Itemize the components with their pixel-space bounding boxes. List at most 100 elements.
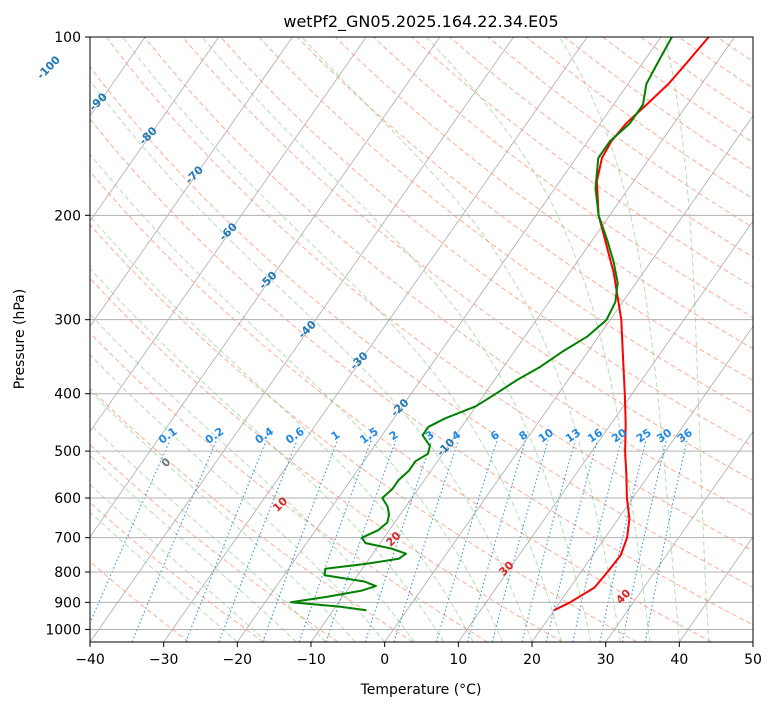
dry-adiabat-line xyxy=(258,37,753,414)
isotherm-line xyxy=(679,536,753,642)
temperature-profile-line xyxy=(553,37,710,612)
x-tick-label: 50 xyxy=(744,652,762,668)
dry-adiabat-line xyxy=(90,332,488,642)
mixing-ratio-line xyxy=(466,440,526,642)
moist-adiabat-line xyxy=(90,353,386,642)
isotherm-line xyxy=(90,37,293,327)
dry-adiabat-line xyxy=(716,37,753,63)
isotherm-label: -70 xyxy=(183,163,206,186)
mixing-ratio-line xyxy=(491,440,549,642)
dry-adiabat-line xyxy=(90,444,339,642)
moist-adiabat-line xyxy=(664,37,710,642)
dry-adiabat-line xyxy=(90,387,414,642)
dry-adiabat-label: 10 xyxy=(270,494,290,514)
profile-series xyxy=(289,37,710,612)
y-axis-ticks: 100 200 300 400 500 600 700 800 900 1000 xyxy=(45,30,90,638)
mixing-ratio-line xyxy=(90,440,171,625)
y-tick-label: 700 xyxy=(54,531,81,547)
y-tick-label: 300 xyxy=(54,313,81,329)
mixing-ratio-label: 1.5 xyxy=(357,425,380,447)
x-tick-label: 10 xyxy=(449,652,467,668)
moist-adiabat-line xyxy=(90,79,533,642)
isotherm-line xyxy=(752,641,753,642)
y-tick-label: 800 xyxy=(54,565,81,581)
moist-adiabat-line xyxy=(90,267,445,642)
moist-adiabat-line xyxy=(558,37,680,642)
mixing-ratio-label: 36 xyxy=(675,426,695,446)
mixing-ratio-line xyxy=(435,440,498,642)
isotherm-line xyxy=(90,37,514,642)
isotherm-line xyxy=(90,37,367,433)
dry-adiabat-label: 20 xyxy=(384,529,404,549)
mixing-ratio-label: 6 xyxy=(488,428,502,443)
isotherm-label: -60 xyxy=(217,220,240,243)
isotherm-line xyxy=(458,220,753,642)
dewpoint-profile-line xyxy=(289,37,673,612)
isotherm-line xyxy=(237,37,662,642)
moist-adiabat-line xyxy=(90,423,327,642)
dry-adiabat-line xyxy=(678,37,753,89)
isotherm-label: -50 xyxy=(256,269,279,292)
dry-adiabat-line xyxy=(487,37,753,229)
isotherm-line xyxy=(163,37,588,642)
mixing-ratio-line xyxy=(572,440,622,642)
mixing-ratio-label: 1 xyxy=(329,428,343,443)
moist-adiabat-line xyxy=(122,37,562,642)
mixing-ratio-line xyxy=(298,440,372,642)
y-tick-label: 100 xyxy=(54,30,81,46)
moist-adiabat-line xyxy=(90,313,415,642)
mixing-ratio-label: 16 xyxy=(585,426,605,446)
x-axis-ticks: −40 −30 −20 −10 0 10 20 30 40 50 xyxy=(75,642,762,668)
moist-adiabat-line xyxy=(90,153,503,642)
moist-adiabat-line xyxy=(201,37,592,642)
mixing-ratio-label: 0.1 xyxy=(156,425,179,447)
mixing-ratio-line xyxy=(545,440,598,642)
mixing-ratio-line xyxy=(262,440,339,642)
isotherm-line xyxy=(384,115,753,642)
y-tick-label: 200 xyxy=(54,208,81,224)
dry-adiabat-line xyxy=(755,37,775,642)
x-tick-label: −20 xyxy=(223,652,253,668)
chart-title: wetPf2_GN05.2025.164.22.34.E05 xyxy=(283,12,558,32)
dry-adiabat-line xyxy=(90,223,638,642)
x-tick-label: −10 xyxy=(296,652,326,668)
mixing-ratio-line xyxy=(131,440,218,642)
moist-adiabat-line xyxy=(90,390,356,642)
x-tick-label: 0 xyxy=(380,652,389,668)
dry-adiabat-line xyxy=(373,37,753,319)
dry-adiabat-line xyxy=(90,277,563,642)
x-tick-label: −30 xyxy=(149,652,179,668)
mixing-ratio-line xyxy=(599,440,647,642)
mixing-ratio-line xyxy=(644,440,688,642)
plot-frame xyxy=(89,36,754,643)
x-axis-title: Temperature (°C) xyxy=(360,682,482,698)
isotherm-label: -100 xyxy=(34,53,63,82)
x-tick-label: 30 xyxy=(597,652,615,668)
x-tick-label: −40 xyxy=(75,652,105,668)
dry-adiabat-line xyxy=(90,170,712,642)
x-tick-label: 20 xyxy=(523,652,541,668)
mixing-ratio-label: 0.4 xyxy=(253,425,277,447)
mixing-ratio-label: 10 xyxy=(536,426,556,446)
dry-adiabat-line xyxy=(90,560,190,642)
dry-adiabat-line xyxy=(105,37,753,552)
dry-adiabat-line xyxy=(144,37,753,516)
mixing-ratio-label: 8 xyxy=(516,428,530,443)
y-tick-label: 600 xyxy=(54,491,81,507)
mixing-ratio-label: 2 xyxy=(387,428,401,443)
isotherm-line xyxy=(605,430,753,642)
dry-adiabat-label: 0 xyxy=(159,455,174,470)
isotherm-line xyxy=(90,37,220,222)
dry-adiabat-line xyxy=(182,37,753,481)
dry-adiabat-line xyxy=(449,37,753,258)
moist-adiabat-line xyxy=(90,483,268,642)
isotherm-line xyxy=(310,37,735,642)
isotherm-line xyxy=(0,37,72,642)
mixing-ratio-label: 25 xyxy=(634,426,654,445)
moist-adiabat-line xyxy=(301,37,621,642)
mixing-ratio-line xyxy=(185,440,267,642)
isotherm-line xyxy=(531,325,753,642)
mixing-ratio-line xyxy=(393,440,459,642)
moist-adiabat-line xyxy=(90,215,474,642)
